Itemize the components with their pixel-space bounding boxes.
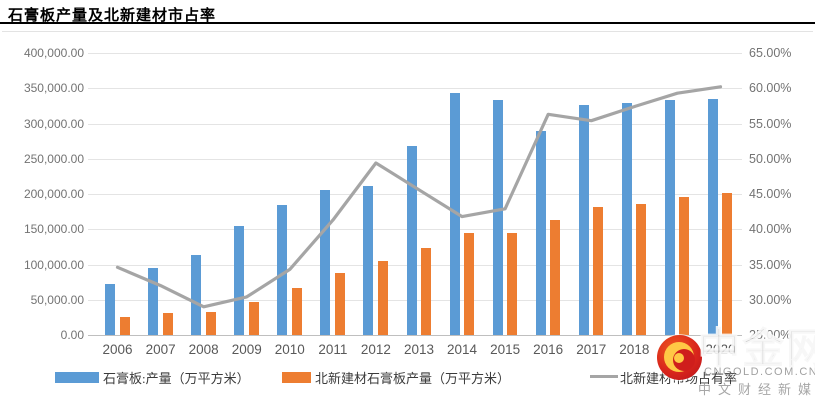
left-axis-tick-label: 0.00	[60, 328, 84, 342]
x-axis-label: 2015	[490, 342, 521, 357]
x-axis-label: 2012	[360, 342, 391, 357]
legend-label-gypsum-production: 石膏板:产量（万平方米）	[103, 371, 250, 386]
x-axis-label: 2018	[619, 342, 650, 357]
bnbm-production-bar	[119, 317, 130, 335]
x-axis-label: 2020	[705, 342, 736, 357]
bnbm-production-bar	[722, 193, 733, 335]
x-axis-label: 2013	[403, 342, 435, 357]
page-title: 石膏板产量及北新建材市占率	[8, 8, 217, 24]
right-axis-tick-label: 45.00%	[749, 187, 792, 201]
bnbm-production-bar	[291, 288, 302, 335]
gypsum-production-bar	[105, 284, 116, 335]
bnbm-production-bar	[205, 311, 216, 335]
chart-border	[2, 31, 813, 32]
x-axis-label: 2006	[102, 342, 133, 357]
x-axis-label: 2017	[576, 342, 607, 357]
right-axis-tick-label: 65.00%	[749, 46, 792, 60]
left-axis-tick-label: 100,000.00	[23, 257, 84, 272]
left-axis-tick-label: 250,000.00	[23, 151, 84, 166]
left-axis-tick-label: 400,000.00	[23, 46, 84, 60]
x-axis-label: 2007	[145, 342, 176, 357]
x-axis-label: 2008	[188, 342, 219, 357]
left-axis-tick-label: 150,000.00	[23, 222, 84, 237]
right-axis-tick-label: 30.00%	[749, 292, 792, 307]
right-axis-tick-label: 35.00%	[749, 257, 792, 272]
legend-label-bnbm-production: 北新建材石膏板产量（万平方米）	[315, 371, 511, 386]
legend-swatch-market-share-line	[590, 375, 618, 378]
x-axis-label: 2009	[231, 342, 262, 357]
right-axis-tick-label: 55.00%	[749, 116, 792, 131]
bnbm-production-bar	[162, 313, 173, 335]
left-axis-tick-label: 50,000.00	[30, 292, 84, 307]
right-axis-tick-label: 40.00%	[749, 222, 792, 237]
right-axis-tick-label: 50.00%	[749, 151, 792, 166]
right-axis-tick-label: 25.00%	[749, 328, 792, 342]
title-bar: 石膏板产量及北新建材市占率	[0, 0, 815, 24]
legend-swatch-gypsum-production	[55, 372, 99, 383]
x-axis-label: 2011	[318, 342, 348, 357]
x-axis-label: 2016	[533, 342, 564, 357]
left-axis-tick-label: 200,000.00	[23, 187, 84, 201]
right-axis-tick-label: 60.00%	[749, 81, 792, 96]
gridline	[88, 53, 742, 54]
x-axis-label: 2010	[274, 342, 305, 357]
legend-label-market-share: 北新建材市场占有率	[620, 371, 738, 386]
x-axis-line	[88, 335, 742, 336]
bnbm-production-bar	[248, 301, 259, 335]
x-axis-label: 2014	[447, 342, 478, 357]
legend-swatch-bnbm-production	[282, 372, 311, 383]
left-axis-tick-label: 350,000.00	[23, 81, 84, 96]
left-axis-tick-label: 300,000.00	[23, 116, 84, 131]
